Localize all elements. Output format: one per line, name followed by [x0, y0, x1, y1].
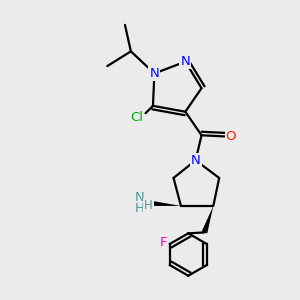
Text: N: N: [135, 191, 145, 204]
Text: H: H: [144, 200, 153, 212]
Text: F: F: [160, 236, 167, 249]
Text: H: H: [135, 202, 145, 215]
Text: N: N: [181, 55, 190, 68]
Text: O: O: [226, 130, 236, 143]
Text: Cl: Cl: [130, 111, 143, 124]
Polygon shape: [202, 206, 213, 233]
Polygon shape: [147, 200, 181, 206]
Text: N: N: [191, 154, 200, 167]
Text: N: N: [149, 67, 159, 80]
